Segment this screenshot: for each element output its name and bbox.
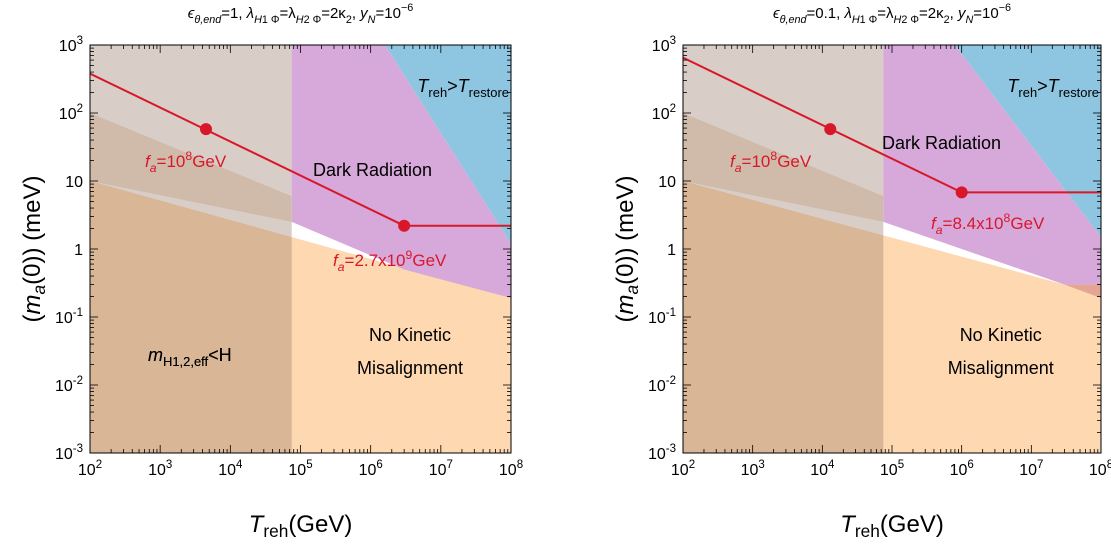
y-tick-label: 103 [652, 35, 676, 55]
point-label-1: fa=108GeV [145, 149, 227, 175]
x-tick-label: 103 [741, 459, 765, 479]
region-mh-eff-lt-h [683, 45, 884, 453]
y-tick-label: 10 [65, 174, 83, 191]
region-label-treh: Treh>Trestore [1007, 76, 1099, 100]
y-tick-label: 103 [59, 35, 83, 55]
region-sliver [1064, 284, 1101, 298]
x-tick-label: 107 [429, 459, 453, 479]
ticks [682, 44, 1102, 454]
x-axis-title: Treh(GeV) [249, 511, 353, 541]
x-tick-label: 105 [880, 459, 904, 479]
x-tick-label: 108 [1089, 459, 1111, 479]
region-dark-radiation [90, 45, 511, 298]
y-tick-label: 10-1 [648, 307, 676, 327]
panel-title: ϵθ,end=0.1, λH1 Φ=λH2 Φ=2κ2, yN=10−6 [773, 2, 1011, 26]
region-overlap [683, 113, 884, 222]
region-dark-radiation [683, 45, 1101, 285]
y-axis-title: (ma(0)) (meV) [612, 176, 642, 323]
x-tick-label: 105 [288, 459, 312, 479]
region-overlap [90, 113, 292, 222]
region-label-mh: mH1,2,eff<H [148, 345, 232, 369]
region-treh-gt-trestore [954, 45, 1101, 237]
region-label-dark-radiation: Dark Radiation [313, 160, 432, 180]
plot-area [683, 45, 1101, 453]
region-no-kinetic-misalignment [683, 181, 1101, 453]
y-tick-label: 1 [667, 242, 676, 259]
x-tick-label: 108 [499, 459, 523, 479]
region-label-no-km-2: Misalignment [948, 358, 1054, 378]
region-treh-gt-trestore [385, 45, 511, 244]
chart-panel-1: 102 103 104 105 106 107 108 10-3 10-2 10-1 1 10 102 1… [19, 2, 523, 541]
region-label-treh: Treh>Trestore [417, 76, 509, 100]
chart-panel-2: 102 103 104 105 106 107 108 10-3 10-2 10-1 1 10 102 1… [148, 2, 1111, 541]
x-axis-title: Treh(GeV) [840, 511, 944, 541]
x-tick-label: 104 [218, 459, 243, 479]
region-label-no-km-1: No Kinetic [960, 325, 1042, 345]
region-label-no-km-2: Misalignment [357, 358, 463, 378]
x-tick-label: 103 [148, 459, 172, 479]
region-label-dark-radiation: Dark Radiation [882, 133, 1001, 153]
data-point-2 [955, 186, 968, 199]
point-label-2: fa=8.4x108GeV [931, 211, 1045, 237]
region-no-kinetic-misalignment [90, 181, 511, 453]
data-point-1 [824, 123, 837, 136]
region-label-mh: mH1,2,eff<H [148, 345, 232, 369]
x-tick-label: 106 [950, 459, 974, 479]
data-point-2 [398, 219, 411, 232]
y-tick-label: 10-2 [55, 375, 83, 395]
plot-area [90, 45, 511, 453]
region-mh-eff-lt-h [90, 45, 292, 453]
x-tick-label: 106 [359, 459, 383, 479]
ticks [89, 44, 512, 454]
panel-title: ϵθ,end=1, λH1 Φ=λH2 Φ=2κ2, yN=10−6 [188, 2, 414, 26]
x-tick-label: 107 [1019, 459, 1043, 479]
y-tick-label: 10-1 [55, 307, 83, 327]
y-tick-label: 10-3 [55, 443, 83, 463]
y-tick-label: 1 [74, 242, 83, 259]
region-label-no-km-1: No Kinetic [369, 325, 451, 345]
x-tick-label: 102 [671, 459, 695, 479]
point-label-2: fa=2.7x109GeV [333, 248, 447, 274]
data-point-1 [200, 123, 213, 136]
x-tick-label: 104 [810, 459, 835, 479]
y-tick-label: 102 [59, 103, 83, 123]
y-tick-label: 10-3 [648, 443, 676, 463]
x-tick-label: 102 [78, 459, 102, 479]
y-axis-title: (ma(0)) (meV) [19, 176, 49, 323]
y-tick-label: 102 [652, 103, 676, 123]
y-tick-label: 10 [658, 174, 676, 191]
y-tick-label: 10-2 [648, 375, 676, 395]
point-label-1: fa=108GeV [730, 149, 812, 175]
